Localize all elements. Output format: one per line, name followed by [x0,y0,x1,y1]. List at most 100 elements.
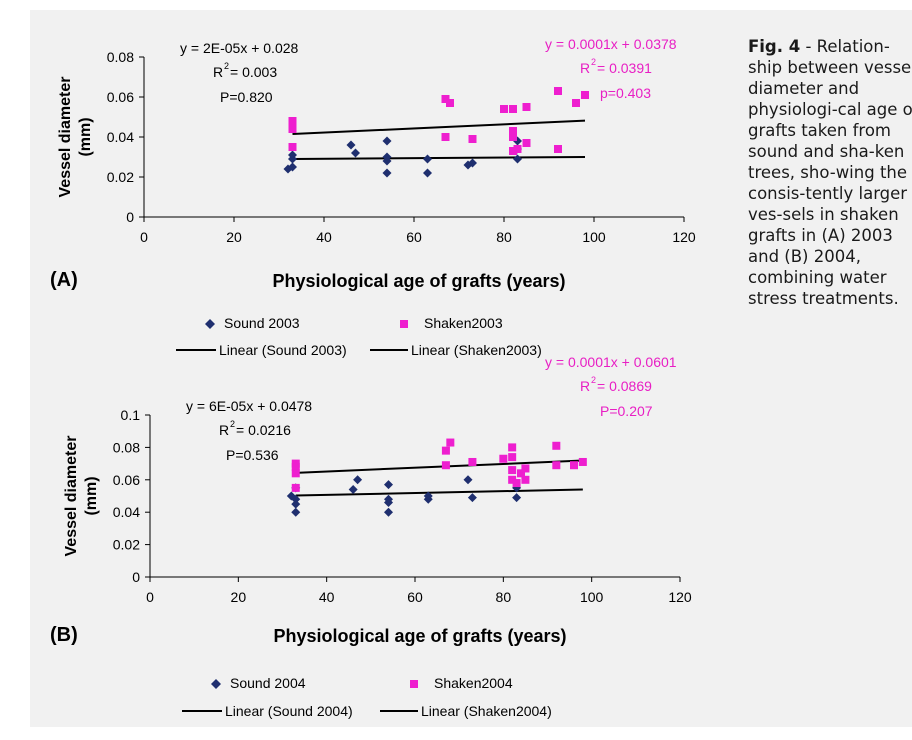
x-tick-label: 120 [672,229,696,245]
y-tick-label: 0 [126,209,134,225]
shaken-point [291,483,300,492]
x-tick-label: 0 [140,229,148,245]
sound-point [384,480,393,490]
shaken-point [441,133,450,141]
shaken-r2-value: = 0.0391 [597,60,652,76]
chart-a: 0 0.02 0.04 0.06 0.08 0 20 40 60 80 100 120 Vessel d… [50,36,696,358]
sound-r2-value: = 0.003 [230,64,277,80]
shaken-point [522,139,531,147]
shaken-r2: R [580,378,590,394]
sound-point [291,499,301,509]
shaken-point [517,469,525,478]
legend-shaken-marker [410,680,418,688]
sound-point [382,156,392,166]
shaken-r2-sup: 2 [591,375,596,385]
sound-point [288,150,297,160]
shaken-r2-value: = 0.0869 [597,378,652,394]
x-tick-label: 80 [496,589,512,605]
legend-trend-sound-label: Linear (Sound 2004) [225,703,353,719]
shaken-point [554,87,562,95]
x-axis-label: Physiological age of grafts (years) [273,626,566,646]
legend-sound-marker [205,319,215,329]
shaken-point [291,462,300,471]
sound-point [384,507,393,517]
legend-trend-shaken-label: Linear (Shaken2003) [411,342,542,358]
legend-sound-label: Sound 2004 [230,675,306,691]
shaken-point [288,125,297,133]
x-tick-label: 120 [668,589,692,605]
sound-point [512,493,522,503]
caption-label: Fig. 4 [748,37,801,56]
shaken-point [512,479,521,488]
shaken-point [468,135,477,143]
shaken-r2: R [580,60,590,76]
y-axis-label-unit: (mm) [77,117,94,156]
sound-point [384,497,393,507]
y-tick-label: 0.08 [113,439,140,455]
chart-b: 0 0.02 0.04 0.06 0.08 0.1 0 20 40 60 80 100 120 Vesse… [50,354,692,719]
figure-panel: 0 0.02 0.04 0.06 0.08 0 20 40 60 80 100 120 Vessel d… [30,10,912,727]
shaken-point [499,454,508,463]
shaken-point [508,475,517,484]
y-axis-label: Vessel diameter [63,436,80,557]
shaken-point [291,469,300,478]
legend-trend-sound-label: Linear (Sound 2003) [219,342,347,358]
sound-point [291,507,301,517]
figure-caption: Fig. 4 - Relation-ship between vessel di… [748,36,912,309]
sound-r2: R [219,422,229,438]
sound-point [513,154,522,164]
sound-point [423,154,432,164]
x-tick-label: 0 [146,589,154,605]
shaken-point [578,457,587,466]
legend-sound-marker [211,679,221,689]
shaken-point [572,99,580,107]
shaken-equation: y = 0.0001x + 0.0378 [545,36,677,52]
shaken-point [552,461,561,470]
sound-r2-value: = 0.0216 [236,422,291,438]
sound-point [346,140,356,150]
x-tick-label: 100 [582,229,606,245]
shaken-point [446,99,454,107]
y-tick-label: 0.1 [121,407,141,423]
sound-point [423,168,432,178]
legend-shaken-label: Shaken2004 [434,675,513,691]
shaken-point [509,105,517,113]
sound-point [288,162,297,172]
shaken-point [508,466,517,475]
shaken-point [500,105,508,113]
y-tick-label: 0.04 [113,504,140,520]
legend-trend-shaken-label: Linear (Shaken2004) [421,703,552,719]
y-axis-label: Vessel diameter [57,77,74,198]
y-tick-label: 0.06 [107,89,134,105]
y-tick-label: 0.02 [107,169,134,185]
trendline-shaken [292,119,586,135]
x-tick-label: 100 [580,589,604,605]
shaken-point [509,147,517,155]
sound-point [291,494,301,504]
sound-r2-sup: 2 [230,419,235,429]
shaken-p-value: P=0.207 [600,403,653,419]
shaken-point [552,441,561,450]
shaken-point [570,461,578,470]
panel-label: (B) [50,624,78,646]
sound-point [423,491,433,501]
sound-point [467,493,477,503]
shaken-r2-sup: 2 [591,57,596,67]
x-tick-label: 80 [496,229,512,245]
sound-point [351,148,360,158]
y-tick-label: 0.08 [107,49,134,65]
shaken-point [521,464,530,473]
trendline-shaken [295,459,583,474]
shaken-point [288,143,297,151]
sound-equation: y = 2E-05x + 0.028 [180,40,299,56]
sound-point [468,158,477,168]
shaken-equation: y = 0.0001x + 0.0601 [545,354,677,370]
shaken-point [509,133,517,141]
shaken-point [521,475,530,484]
sound-p-value: P=0.820 [220,89,273,105]
sound-p-value: P=0.536 [226,447,279,463]
shaken-point [468,457,477,466]
legend-shaken-label: Shaken2003 [424,315,503,331]
y-tick-label: 0.02 [113,537,140,553]
